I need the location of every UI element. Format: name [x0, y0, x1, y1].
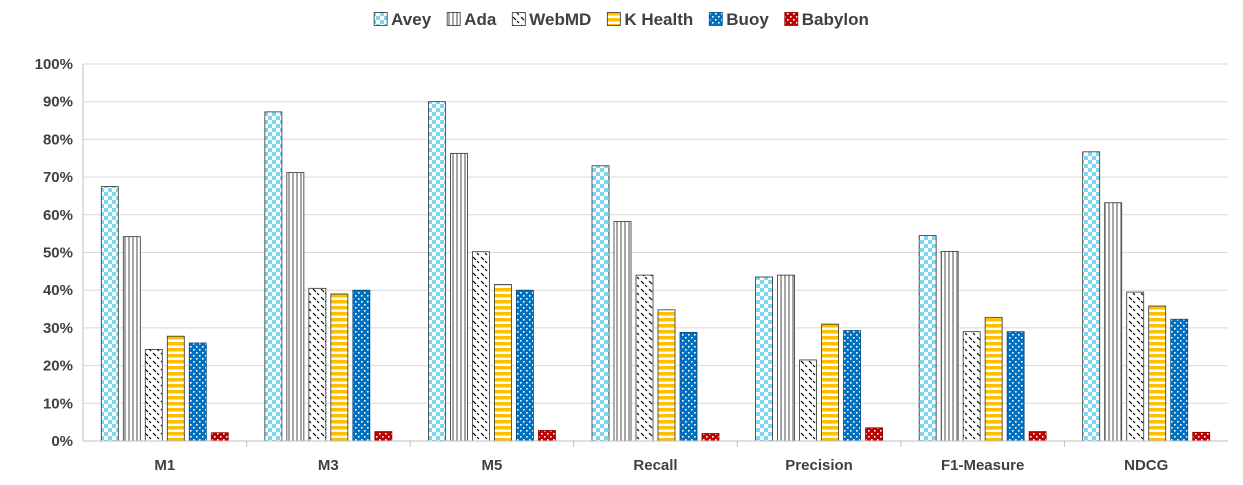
y-tick-label: 0%	[51, 433, 73, 450]
x-tick-label: F1-Measure	[941, 457, 1024, 474]
x-tick-label: Recall	[633, 457, 677, 474]
x-tick-label: M5	[482, 457, 503, 474]
y-tick-label: 70%	[43, 169, 73, 186]
bar-k-health-ndcg	[1148, 305, 1167, 442]
bar-webmd-recall	[635, 274, 654, 442]
bar-k-health-m1	[166, 335, 185, 442]
bar-ada-ndcg	[1104, 202, 1123, 442]
legend-item-buoy: Buoy	[708, 10, 769, 29]
bar-babylon-m1	[210, 432, 229, 442]
bar-webmd-m3	[308, 287, 327, 442]
legend-swatch	[606, 12, 621, 26]
bar-buoy-f1-measure	[1006, 331, 1025, 442]
x-tick-label: Precision	[785, 457, 853, 474]
legend-swatch	[708, 12, 723, 26]
bar-avey-f1-measure	[918, 235, 937, 442]
y-tick-label: 80%	[43, 131, 73, 148]
legend-item-webmd: WebMD	[511, 10, 591, 29]
bar-k-health-m3	[330, 293, 349, 442]
y-tick-label: 50%	[43, 245, 73, 262]
bar-buoy-precision	[843, 330, 861, 442]
x-tick-label: M1	[154, 457, 175, 474]
bar-babylon-precision	[865, 427, 883, 442]
y-tick-label: 20%	[43, 358, 73, 375]
bar-ada-precision	[777, 274, 795, 442]
bar-webmd-m1	[144, 348, 163, 442]
y-tick-label: 90%	[43, 94, 73, 111]
bar-webmd-ndcg	[1126, 291, 1145, 442]
bar-buoy-m5	[516, 289, 534, 442]
legend-item-babylon: Babylon	[784, 10, 869, 29]
legend-label: WebMD	[529, 10, 591, 29]
bar-buoy-recall	[679, 332, 698, 442]
bar-ada-m5	[450, 152, 468, 442]
bar-babylon-m5	[538, 430, 556, 442]
legend-item-k-health: K Health	[606, 10, 693, 29]
bar-ada-m1	[122, 236, 141, 442]
bar-avey-m5	[428, 101, 446, 442]
bar-ada-recall	[613, 221, 632, 442]
bar-webmd-precision	[799, 359, 817, 442]
bar-avey-precision	[755, 276, 773, 442]
legend-label: Ada	[464, 10, 497, 29]
bar-avey-recall	[591, 165, 610, 442]
legend-label: Babylon	[802, 10, 869, 29]
bar-ada-f1-measure	[940, 250, 959, 442]
x-tick-label: M3	[318, 457, 339, 474]
bar-babylon-f1-measure	[1028, 431, 1047, 442]
y-tick-label: 30%	[43, 320, 73, 337]
y-tick-label: 40%	[43, 282, 73, 299]
bar-avey-m3	[264, 111, 283, 442]
axes: 0% 10% 20% 30% 40% 50% 60% 70% 80% 90% 100% M1 M3 M5 R…	[35, 56, 1228, 474]
bar-k-health-f1-measure	[984, 316, 1003, 442]
bar-webmd-f1-measure	[962, 331, 981, 442]
bar-k-health-precision	[821, 323, 839, 442]
legend-label: Avey	[391, 10, 432, 29]
legend-swatch	[784, 12, 799, 26]
bar-babylon-ndcg	[1192, 431, 1211, 442]
bar-babylon-m3	[374, 431, 393, 442]
legend-item-avey: Avey	[373, 10, 432, 29]
bar-ada-m3	[286, 172, 305, 442]
bar-babylon-recall	[701, 433, 720, 442]
legend-label: Buoy	[726, 10, 769, 29]
legend-item-ada: Ada	[446, 10, 497, 29]
legend-swatch	[373, 12, 388, 26]
bar-avey-m1	[100, 186, 119, 442]
legend: Avey Ada WebMD K Health Buoy Babylon	[373, 10, 869, 29]
bar-webmd-m5	[472, 251, 490, 442]
bar-buoy-ndcg	[1170, 318, 1189, 442]
legend-swatch	[446, 12, 461, 26]
bar-buoy-m1	[188, 342, 207, 442]
gridlines	[83, 63, 1228, 404]
bars	[100, 101, 1211, 442]
bar-k-health-recall	[657, 309, 676, 442]
legend-label: K Health	[624, 10, 693, 29]
y-tick-label: 100%	[35, 56, 73, 73]
y-tick-label: 10%	[43, 395, 73, 412]
bar-k-health-m5	[494, 284, 512, 442]
bar-buoy-m3	[352, 289, 371, 442]
bar-avey-ndcg	[1082, 151, 1101, 442]
x-tick-label: NDCG	[1124, 457, 1168, 474]
y-tick-label: 60%	[43, 207, 73, 224]
legend-swatch	[511, 12, 526, 26]
